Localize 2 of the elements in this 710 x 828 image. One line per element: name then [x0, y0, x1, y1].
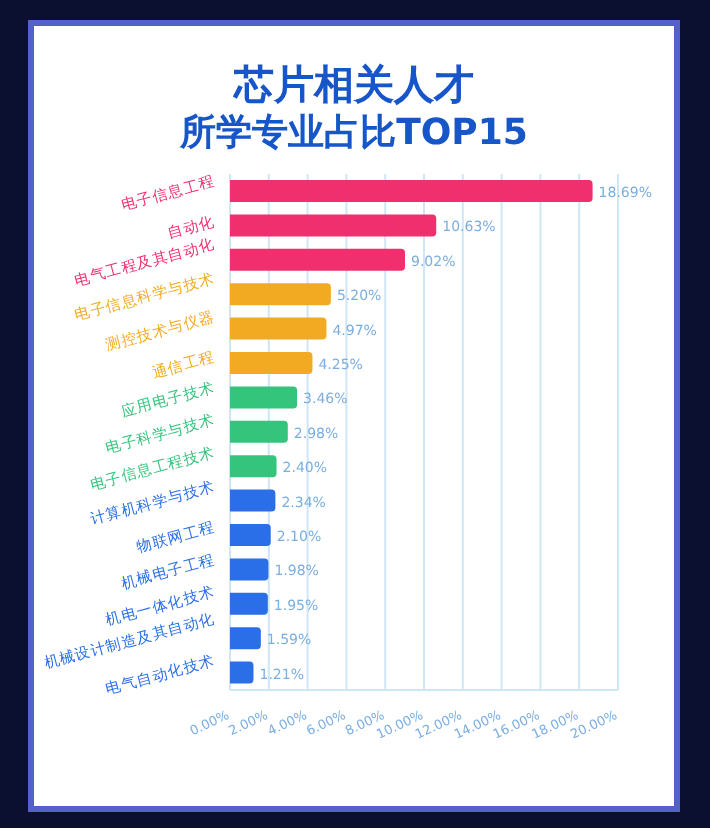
chart-title: 芯片相关人才	[231, 58, 476, 110]
chart-subtitle: 所学专业占比TOP15	[177, 110, 530, 158]
